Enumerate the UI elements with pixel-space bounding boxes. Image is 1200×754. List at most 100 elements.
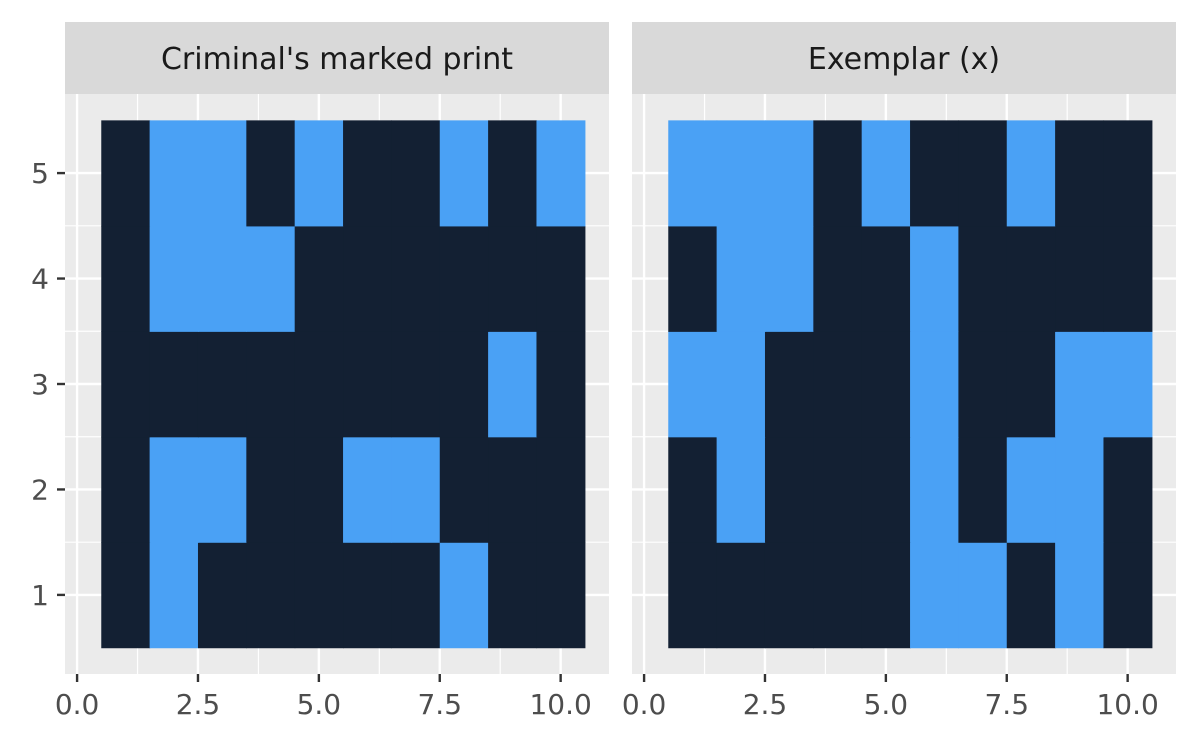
heatmap-tile xyxy=(813,436,863,543)
x-tick-label: 7.5 xyxy=(984,688,1029,721)
heatmap-tile xyxy=(764,436,814,543)
heatmap-tile xyxy=(1103,542,1153,649)
heatmap-tile xyxy=(246,542,296,649)
heatmap-tile xyxy=(391,120,441,227)
heatmap-tile xyxy=(910,436,959,543)
heatmap-tile xyxy=(668,542,718,649)
heatmap-tile xyxy=(149,436,199,543)
heatmap-tile xyxy=(246,225,296,332)
heatmap-tile xyxy=(958,225,1008,332)
heatmap-tile xyxy=(294,436,344,543)
heatmap-tile xyxy=(294,331,344,438)
heatmap-tile xyxy=(910,225,959,332)
heatmap-tile xyxy=(1006,542,1056,649)
heatmap-tile xyxy=(294,542,344,649)
facet-panel-1: Criminal's marked print 0.0 2.5 5.0 7.5 10.0 1… xyxy=(31,22,609,721)
heatmap-tile xyxy=(391,331,441,438)
x-axis: 0.0 2.5 5.0 7.5 10.0 xyxy=(55,674,592,721)
heatmap-tile xyxy=(439,225,489,332)
heatmap-tile xyxy=(246,331,296,438)
heatmap-tile xyxy=(391,436,441,543)
x-tick-label: 5.0 xyxy=(297,688,342,721)
heatmap-tile xyxy=(439,436,489,543)
heatmap-tile xyxy=(958,542,1008,649)
heatmap-tile xyxy=(764,120,814,227)
heatmap-tile xyxy=(910,542,959,649)
heatmap-tile xyxy=(197,331,247,438)
heatmap-tile xyxy=(101,542,151,649)
heatmap-tile xyxy=(1006,436,1056,543)
heatmap-tile xyxy=(101,120,151,227)
heatmap-tile xyxy=(101,331,151,438)
heatmap-tile xyxy=(716,436,766,543)
heatmap-tile xyxy=(343,225,392,332)
x-tick-label: 0.0 xyxy=(55,688,100,721)
heatmap-tile xyxy=(439,542,489,649)
y-tick-label: 2 xyxy=(31,473,49,506)
facet-strip: Exemplar (x) xyxy=(632,22,1176,94)
heatmap-tile xyxy=(536,331,586,438)
heatmap-tile xyxy=(813,542,863,649)
heatmap-tile xyxy=(149,120,199,227)
heatmap-tile xyxy=(813,331,863,438)
x-axis: 0.0 2.5 5.0 7.5 10.0 xyxy=(622,674,1159,721)
heatmap-tile xyxy=(1006,331,1056,438)
heatmap-tile xyxy=(294,120,344,227)
x-tick-label: 2.5 xyxy=(176,688,221,721)
x-tick-label: 2.5 xyxy=(743,688,788,721)
heatmap-tile xyxy=(246,436,296,543)
heatmap-tile xyxy=(764,331,814,438)
heatmap-tile xyxy=(197,436,247,543)
heatmap-tile xyxy=(1103,225,1153,332)
heatmap-tile xyxy=(910,331,959,438)
heatmap-tile xyxy=(536,542,586,649)
x-tick-label: 0.0 xyxy=(622,688,667,721)
heatmap-tile xyxy=(861,436,911,543)
x-tick-label: 10.0 xyxy=(529,688,591,721)
heatmap-tile xyxy=(1103,120,1153,227)
heatmap-tile xyxy=(668,225,718,332)
heatmap-tile xyxy=(536,120,586,227)
heatmap-tile xyxy=(343,331,392,438)
heatmap-tile xyxy=(716,225,766,332)
heatmap-tile xyxy=(861,120,911,227)
heatmap-tile xyxy=(197,120,247,227)
heatmap-tile xyxy=(488,542,538,649)
heatmap-tile xyxy=(101,436,151,543)
heatmap-tile xyxy=(149,542,199,649)
heatmap-tile xyxy=(391,225,441,332)
heatmap-tile xyxy=(1006,120,1056,227)
heatmap-tile xyxy=(1055,436,1105,543)
heatmap-tile xyxy=(343,120,392,227)
heatmap-tile xyxy=(197,542,247,649)
facet-strip: Criminal's marked print xyxy=(65,22,609,94)
heatmap-tile xyxy=(1055,331,1105,438)
heatmap-tile xyxy=(764,542,814,649)
heatmap-tile xyxy=(910,120,959,227)
heatmap-tile xyxy=(1103,331,1153,438)
heatmap-tile xyxy=(246,120,296,227)
heatmap-tile xyxy=(861,331,911,438)
heatmap-tile xyxy=(716,120,766,227)
heatmap-tile xyxy=(536,436,586,543)
heatmap-tile xyxy=(488,436,538,543)
heatmap-tile xyxy=(813,120,863,227)
heatmap-tile xyxy=(813,225,863,332)
heatmap-tile xyxy=(716,542,766,649)
heatmap-tile xyxy=(488,225,538,332)
heatmap-tile xyxy=(668,331,718,438)
y-axis: 1 2 3 4 5 xyxy=(31,157,65,612)
heatmap-tile xyxy=(1055,542,1105,649)
y-tick-label: 4 xyxy=(31,263,49,296)
heatmap-tile xyxy=(439,120,489,227)
heatmap-tile xyxy=(958,331,1008,438)
heatmap-tile xyxy=(488,120,538,227)
y-tick-label: 3 xyxy=(31,368,49,401)
heatmap-tile xyxy=(958,436,1008,543)
heatmap-tile xyxy=(343,542,392,649)
heatmap-tile xyxy=(343,436,392,543)
y-tick-label: 5 xyxy=(31,157,49,190)
heatmap-tile xyxy=(958,120,1008,227)
